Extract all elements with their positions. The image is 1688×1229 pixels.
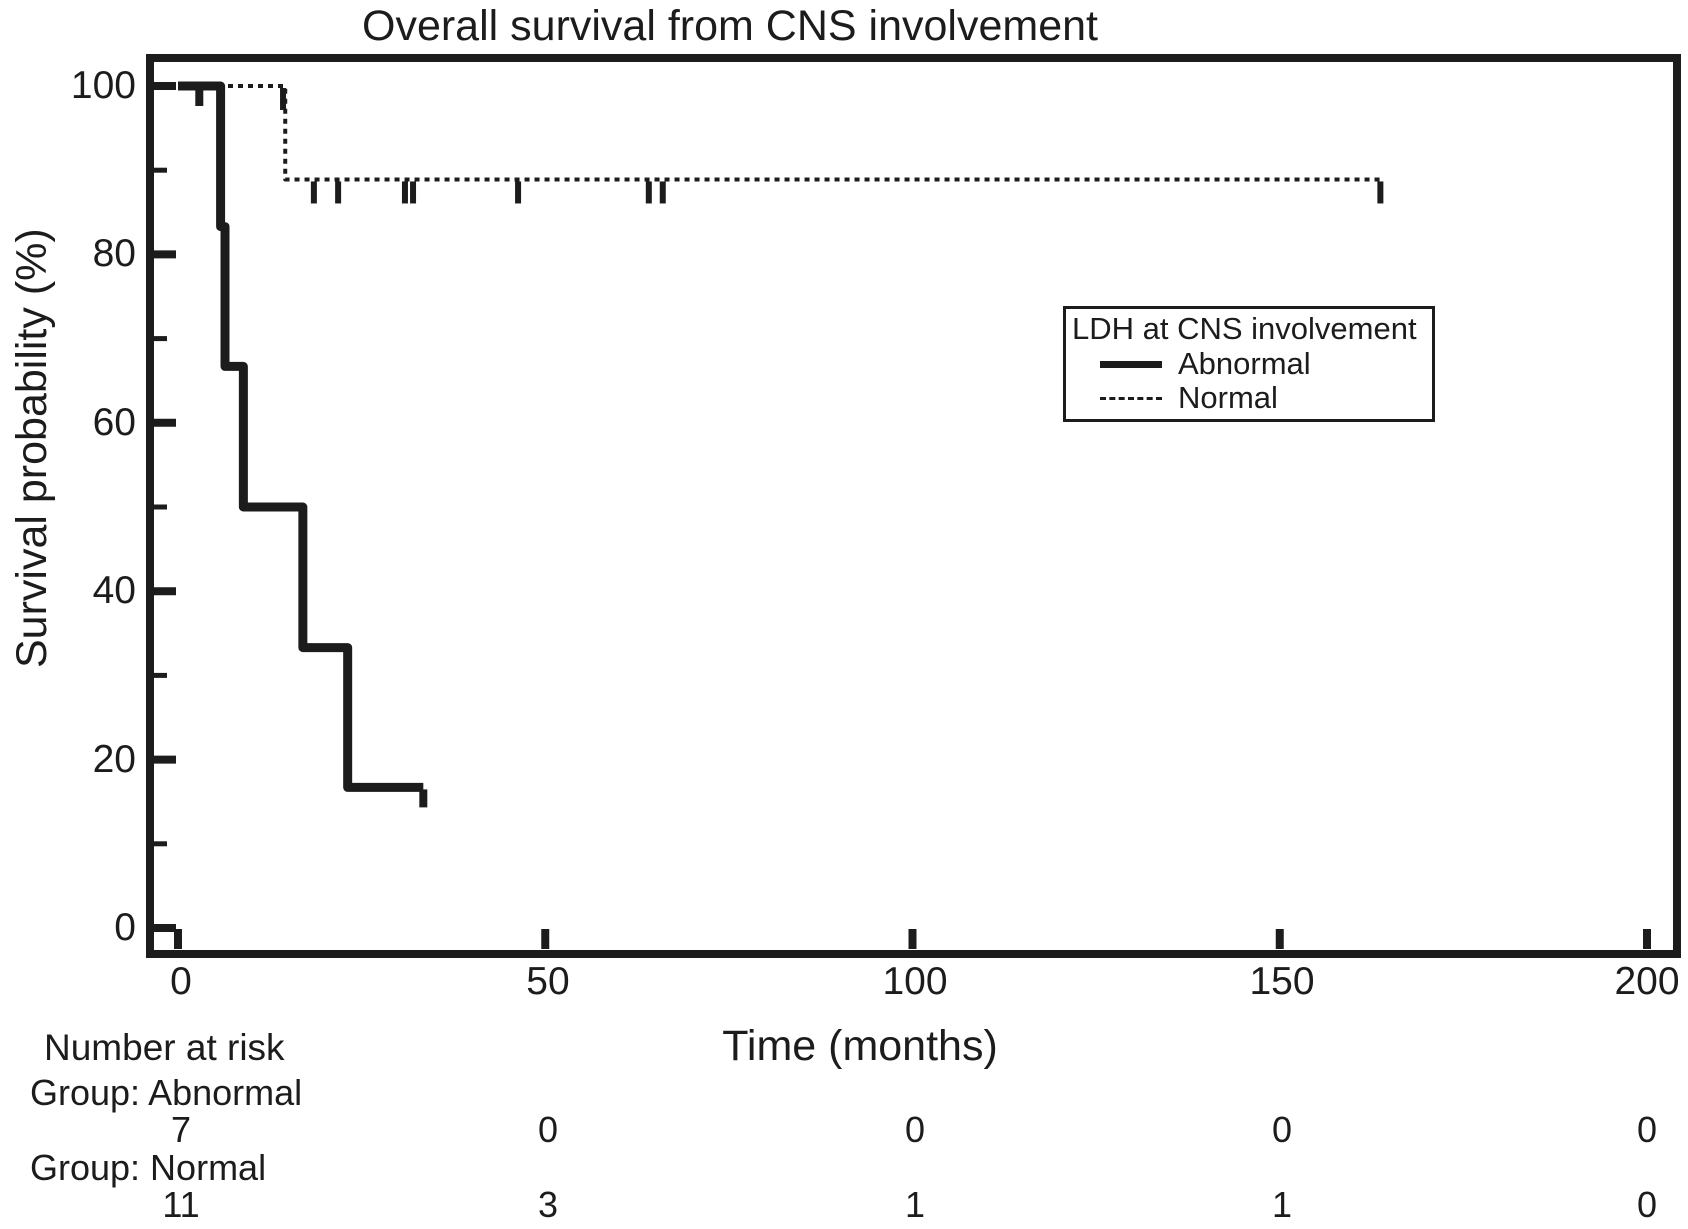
y-tick-label-100: 100 — [70, 64, 136, 107]
legend-title: LDH at CNS involvement — [1072, 311, 1417, 346]
survival-curve-abnormal — [178, 81, 424, 792]
legend-row-abnormal: Abnormal — [1066, 346, 1432, 381]
chart-title: Overall survival from CNS involvement — [362, 2, 1098, 50]
risk-value: 0 — [1636, 1184, 1658, 1225]
solid-line-sample-icon — [1100, 360, 1162, 368]
dashed-line-sample-icon — [1100, 396, 1162, 400]
legend-label-abnormal: Abnormal — [1178, 346, 1311, 381]
risk-value: 0 — [1271, 1109, 1293, 1150]
risk-value: 1 — [904, 1184, 926, 1225]
risk-value: 3 — [537, 1184, 559, 1225]
y-tick-label-80: 80 — [92, 232, 136, 275]
survival-curve-normal — [178, 84, 1381, 182]
y-tick-label-40: 40 — [92, 569, 136, 612]
legend-label-normal: Normal — [1178, 380, 1278, 415]
risk-value: 0 — [1636, 1109, 1658, 1150]
x-tick-label-0: 0 — [170, 960, 192, 1003]
y-tick-label-20: 20 — [92, 738, 136, 781]
y-tick-label-60: 60 — [92, 401, 136, 444]
risk-value: 1 — [1271, 1184, 1293, 1225]
legend-row-normal: Normal — [1066, 380, 1432, 415]
risk-value: 0 — [537, 1109, 559, 1150]
risk-table-heading: Number at risk — [44, 1027, 285, 1068]
legend-box: LDH at CNS involvement Abnormal Normal — [1063, 306, 1435, 422]
x-tick-label-100: 100 — [882, 960, 948, 1003]
x-tick-label-50: 50 — [526, 960, 570, 1003]
risk-value: 0 — [904, 1109, 926, 1150]
x-axis-label: Time (months) — [722, 1022, 998, 1070]
plot-frame — [146, 54, 1681, 958]
y-tick-label-0: 0 — [114, 906, 136, 949]
x-tick-label-150: 150 — [1249, 960, 1315, 1003]
risk-value: 11 — [162, 1184, 200, 1225]
risk-value: 7 — [170, 1109, 192, 1150]
risk-group-label-abnormal: Group: Abnormal — [30, 1072, 303, 1113]
x-tick-label-200: 200 — [1614, 960, 1680, 1003]
risk-group-label-normal: Group: Normal — [30, 1147, 267, 1188]
